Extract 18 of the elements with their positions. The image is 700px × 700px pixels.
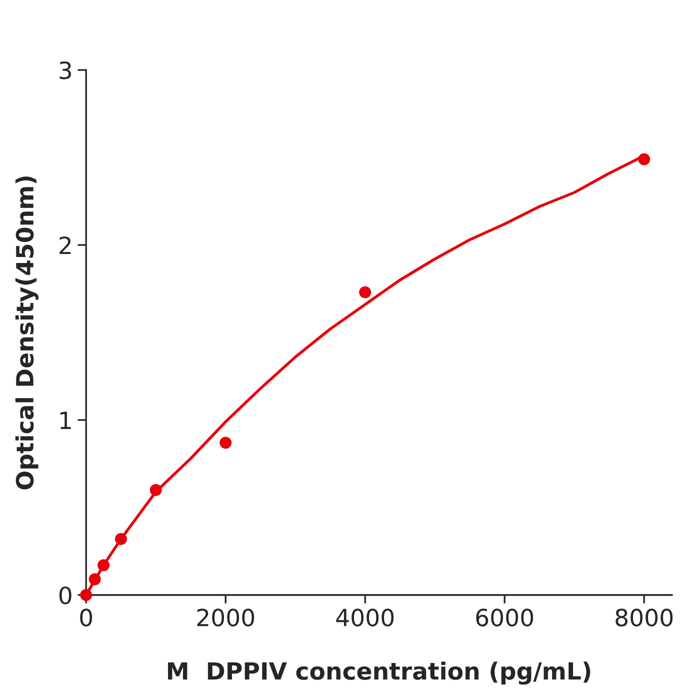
x-tick-label: 0 — [80, 608, 92, 626]
y-axis-title: Optical Density(450nm) — [15, 176, 38, 490]
y-tick-label: 3 — [60, 61, 72, 80]
y-tick-label: 1 — [60, 412, 71, 429]
x-axis-title: M DPPIV concentration (pg/mL) — [168, 662, 590, 685]
x-tick-label: 2000 — [197, 608, 254, 626]
point — [359, 286, 372, 298]
y-tick-label: 0 — [59, 586, 72, 604]
x-tick-label: 4000 — [336, 608, 394, 626]
point — [150, 484, 162, 496]
point — [114, 532, 127, 546]
point — [220, 436, 232, 449]
point — [88, 573, 101, 586]
x-tick-label: 6000 — [476, 608, 534, 626]
y-tick-label: 2 — [60, 236, 71, 254]
point — [638, 153, 650, 166]
x-tick-label: 8000 — [616, 608, 673, 626]
point — [98, 559, 110, 572]
